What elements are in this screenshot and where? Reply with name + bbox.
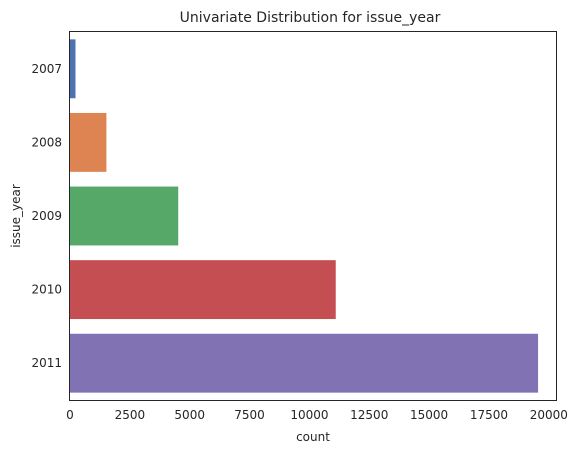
bars-group [70,39,539,393]
x-tick-label-0: 0 [66,408,74,422]
bar-2008 [70,112,107,172]
y-tick-label-2011: 2011 [31,356,62,370]
x-tick-labels: 0 2500 5000 7500 10000 12500 15000 17500 20000 [66,408,568,422]
x-tick-label-7500: 7500 [234,408,265,422]
x-tick-label-12500: 12500 [350,408,388,422]
x-tick-label-10000: 10000 [290,408,328,422]
y-tick-label-2010: 2010 [31,283,62,297]
bar-2010 [70,260,336,320]
x-axis-label: count [296,430,330,444]
bar-2007 [70,39,76,99]
x-tick-label-15000: 15000 [410,408,448,422]
y-tick-labels: 2007 2008 2009 2010 2011 [31,62,62,370]
y-tick-label-2008: 2008 [31,135,62,149]
x-tick-label-17500: 17500 [470,408,508,422]
x-tick-label-20000: 20000 [530,408,568,422]
x-tick-label-2500: 2500 [115,408,146,422]
plot-frame [69,31,557,401]
y-tick-label-2007: 2007 [31,62,62,76]
chart-title: Univariate Distribution for issue_year [180,10,441,26]
y-axis-label: issue_year [9,184,23,248]
x-tick-label-5000: 5000 [174,408,205,422]
bar-2009 [70,186,179,246]
bar-2011 [70,333,539,393]
y-tick-label-2009: 2009 [31,209,62,223]
